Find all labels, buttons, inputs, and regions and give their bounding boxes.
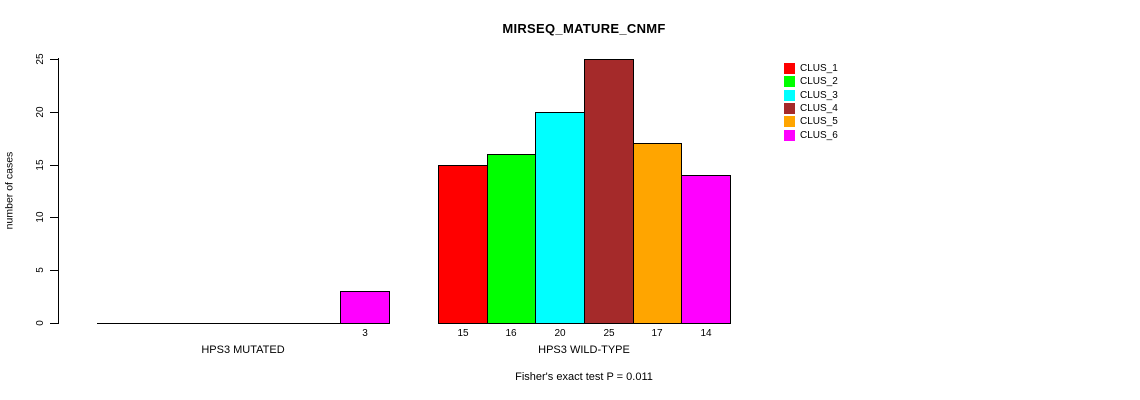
bar-value-label: 14 bbox=[700, 328, 712, 339]
legend-item-clus_2: CLUS_2 bbox=[784, 75, 838, 87]
zero-height-bar bbox=[243, 323, 293, 324]
bar-value-label: 16 bbox=[505, 328, 517, 339]
legend-label: CLUS_6 bbox=[800, 129, 838, 141]
zero-height-bar bbox=[146, 323, 195, 324]
bar-value-label: 15 bbox=[457, 328, 469, 339]
y-axis-tick-label: 5 bbox=[34, 267, 46, 273]
bar-clus_6 bbox=[340, 291, 390, 324]
bar-value-label: 25 bbox=[603, 328, 615, 339]
zero-height-bar bbox=[292, 323, 341, 324]
legend-swatch bbox=[784, 115, 795, 127]
zero-height-bar bbox=[194, 323, 244, 324]
y-axis-line bbox=[58, 58, 59, 324]
y-axis-tick bbox=[50, 217, 58, 218]
bar-clus_3 bbox=[535, 112, 585, 324]
zero-height-bar bbox=[97, 323, 147, 324]
legend-swatch bbox=[784, 75, 795, 87]
y-axis-tick bbox=[50, 270, 58, 271]
chart-title: MIRSEQ_MATURE_CNMF bbox=[502, 21, 666, 36]
legend-swatch bbox=[784, 102, 795, 114]
legend-swatch bbox=[784, 62, 795, 74]
legend-item-clus_1: CLUS_1 bbox=[784, 62, 838, 74]
y-axis-tick-label: 25 bbox=[34, 53, 46, 65]
legend-label: CLUS_2 bbox=[800, 75, 838, 87]
bar-clus_2 bbox=[487, 154, 536, 324]
bar-clus_1 bbox=[438, 165, 488, 324]
y-axis-label: number of cases bbox=[3, 151, 16, 230]
bar-clus_6 bbox=[681, 175, 731, 324]
legend-swatch bbox=[784, 129, 795, 141]
legend-label: CLUS_3 bbox=[800, 89, 838, 101]
legend-item-clus_4: CLUS_4 bbox=[784, 102, 838, 114]
group-label: HPS3 WILD-TYPE bbox=[538, 344, 630, 356]
fisher-test-annotation: Fisher's exact test P = 0.011 bbox=[515, 371, 653, 383]
bar-value-label: 3 bbox=[362, 328, 368, 339]
legend-label: CLUS_4 bbox=[800, 102, 838, 114]
y-axis-tick-label: 20 bbox=[34, 106, 46, 118]
bar-value-label: 17 bbox=[651, 328, 663, 339]
y-axis-tick-label: 10 bbox=[34, 211, 46, 223]
y-axis-tick bbox=[50, 165, 58, 166]
y-axis-tick bbox=[50, 323, 58, 324]
legend-label: CLUS_1 bbox=[800, 62, 838, 74]
legend-label: CLUS_5 bbox=[800, 115, 838, 127]
y-axis-tick-label: 15 bbox=[34, 159, 46, 171]
bar-value-label: 20 bbox=[554, 328, 566, 339]
legend-item-clus_6: CLUS_6 bbox=[784, 129, 838, 141]
legend-swatch bbox=[784, 89, 795, 101]
y-axis-tick bbox=[50, 112, 58, 113]
bar-clus_4 bbox=[584, 59, 634, 324]
legend-item-clus_5: CLUS_5 bbox=[784, 115, 838, 127]
legend-item-clus_3: CLUS_3 bbox=[784, 89, 838, 101]
group-label: HPS3 MUTATED bbox=[201, 344, 285, 356]
y-axis-tick-label: 0 bbox=[34, 320, 46, 326]
y-axis-tick bbox=[50, 59, 58, 60]
bar-clus_5 bbox=[633, 143, 682, 324]
